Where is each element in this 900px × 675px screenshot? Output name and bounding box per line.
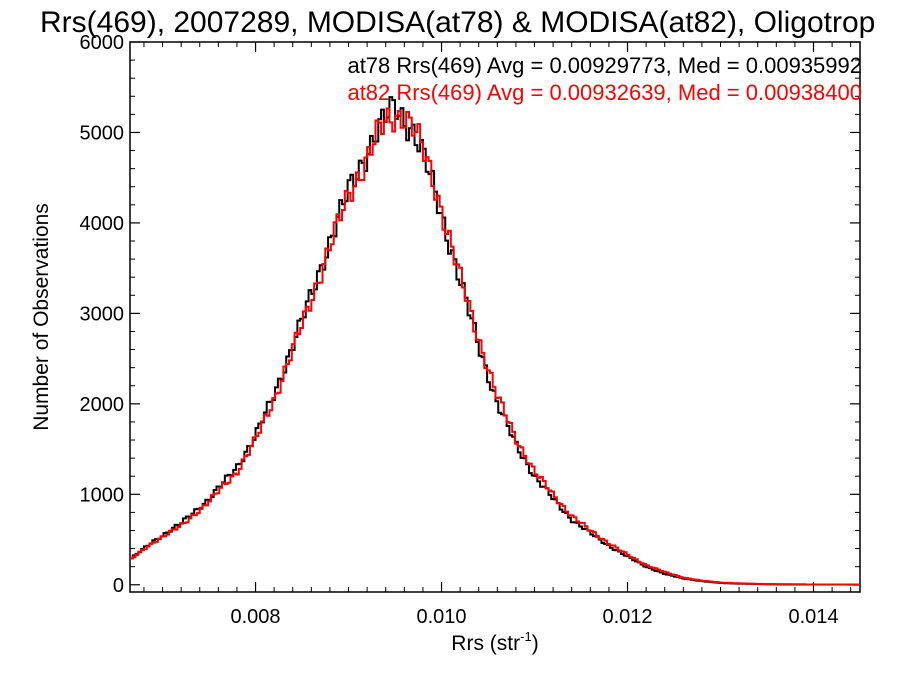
- y-axis-ticks: 0 1000 2000 3000 4000 5000 6000: [80, 32, 860, 597]
- y-tick-label: 2000: [80, 394, 125, 416]
- series-line-at78: [130, 96, 860, 586]
- legend-at78: at78 Rrs(469) Avg = 0.00929773, Med = 0.…: [347, 53, 862, 78]
- series-line-at82: [130, 107, 860, 586]
- y-axis-label: Number of Observations: [30, 203, 53, 431]
- y-tick-label: 5000: [80, 122, 125, 144]
- series-group: [130, 96, 860, 586]
- x-axis-label: Rrs (str-1): [451, 629, 538, 655]
- x-axis-label-superscript: -1: [520, 629, 532, 644]
- legend-at82: at82 Rrs(469) Avg = 0.00932639, Med = 0.…: [347, 80, 862, 105]
- x-tick-label: 0.012: [602, 606, 652, 628]
- x-axis-ticks: 0.008 0.010 0.012 0.014: [143, 42, 852, 628]
- x-tick-label: 0.010: [416, 606, 466, 628]
- y-tick-label: 6000: [80, 32, 125, 54]
- y-tick-label: 3000: [80, 303, 125, 325]
- plot-frame: [129, 41, 861, 593]
- chart-title: Rrs(469), 2007289, MODISA(at78) & MODISA…: [40, 6, 875, 39]
- y-tick-label: 1000: [80, 484, 125, 506]
- x-tick-label: 0.014: [788, 606, 838, 628]
- x-axis-label-main: Rrs (str: [451, 632, 520, 655]
- y-tick-label: 4000: [80, 213, 125, 235]
- x-tick-label: 0.008: [231, 606, 281, 628]
- y-tick-label: 0: [113, 575, 124, 597]
- x-axis-label-close: ): [532, 632, 539, 655]
